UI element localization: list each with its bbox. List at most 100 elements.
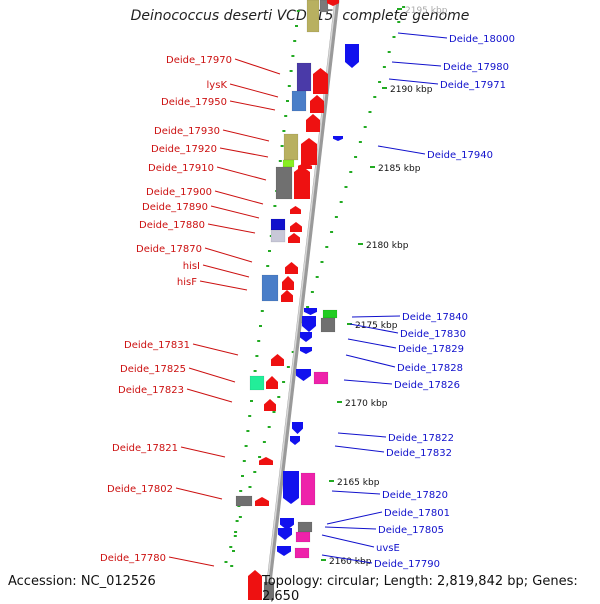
tick-mark bbox=[266, 265, 270, 267]
gene-feature bbox=[296, 62, 312, 92]
tick-mark bbox=[315, 276, 319, 278]
label-leader-line bbox=[391, 61, 442, 67]
tick-major bbox=[329, 480, 334, 482]
gene-forward-arrow bbox=[313, 68, 328, 94]
gene-reverse-arrow bbox=[292, 422, 303, 434]
label-leader-line bbox=[377, 145, 426, 155]
label-leader-line bbox=[343, 379, 393, 385]
left-gene-label: Deide_17950 bbox=[161, 97, 227, 108]
gene-reverse-arrow bbox=[345, 44, 359, 68]
left-gene-label: Deide_17900 bbox=[146, 187, 212, 198]
label-leader-line bbox=[337, 432, 387, 438]
gene-reverse-arrow bbox=[300, 332, 312, 342]
tick-mark bbox=[238, 516, 242, 518]
left-gene-label: Deide_17870 bbox=[136, 244, 202, 255]
label-leader-line bbox=[229, 100, 276, 111]
right-gene-label: uvsE bbox=[376, 543, 400, 554]
tick-mark bbox=[363, 126, 367, 128]
tick-label: 2165 kbp bbox=[337, 478, 380, 488]
label-leader-line bbox=[210, 205, 260, 219]
gene-feature bbox=[282, 159, 295, 168]
right-gene-label: Deide_17820 bbox=[382, 490, 448, 501]
tick-label: 2195 kbp bbox=[405, 6, 448, 16]
gene-reverse-arrow bbox=[280, 518, 294, 530]
label-leader-line bbox=[388, 78, 439, 85]
label-leader-line bbox=[180, 446, 226, 458]
gene-forward-arrow bbox=[294, 166, 310, 199]
gene-forward-arrow bbox=[290, 222, 302, 232]
label-leader-line bbox=[347, 338, 397, 349]
tick-mark bbox=[224, 561, 228, 563]
left-gene-label: Deide_17920 bbox=[151, 144, 217, 155]
gene-forward-arrow bbox=[264, 399, 276, 411]
right-gene-label: Deide_17830 bbox=[400, 329, 466, 340]
label-leader-line bbox=[324, 526, 377, 530]
tick-major bbox=[397, 8, 402, 10]
tick-mark bbox=[334, 216, 338, 218]
tick-mark bbox=[286, 366, 290, 368]
gene-reverse-arrow bbox=[278, 528, 292, 540]
gene-forward-arrow bbox=[285, 262, 298, 274]
gene-reverse-arrow bbox=[283, 471, 299, 504]
gene-forward-arrow bbox=[266, 376, 278, 389]
tick-mark bbox=[382, 66, 386, 68]
label-leader-line bbox=[345, 354, 396, 368]
tick-mark bbox=[295, 25, 298, 27]
map-title: Deinococcus deserti VCD115, complete gen… bbox=[130, 8, 470, 24]
right-gene-label: Deide_17980 bbox=[443, 62, 509, 73]
tick-major bbox=[347, 323, 352, 325]
gene-reverse-arrow bbox=[302, 316, 316, 332]
tick-mark bbox=[260, 310, 264, 312]
left-gene-label: Deide_17825 bbox=[120, 364, 186, 375]
gene-forward-arrow bbox=[301, 138, 317, 165]
tick-mark bbox=[248, 486, 252, 488]
label-leader-line bbox=[188, 367, 236, 383]
tick-mark bbox=[402, 6, 406, 8]
right-gene-label: Deide_18000 bbox=[449, 34, 515, 45]
label-leader-line bbox=[192, 343, 239, 356]
accession-text: Accession: NC_012526 bbox=[8, 574, 156, 589]
tick-mark bbox=[250, 400, 253, 402]
label-leader-line bbox=[202, 264, 250, 278]
left-gene-label: hisI bbox=[183, 261, 200, 272]
left-gene-label: Deide_17823 bbox=[118, 385, 184, 396]
tick-major bbox=[370, 166, 375, 168]
gene-feature bbox=[263, 581, 275, 600]
tick-mark bbox=[246, 430, 250, 432]
gene-feature bbox=[270, 218, 286, 231]
label-leader-line bbox=[214, 190, 264, 205]
tick-mark bbox=[253, 370, 257, 372]
right-gene-label: Deide_17840 bbox=[402, 312, 468, 323]
gene-forward-arrow bbox=[290, 206, 301, 214]
tick-mark bbox=[320, 261, 324, 263]
label-leader-line bbox=[216, 166, 267, 181]
label-leader-line bbox=[199, 280, 248, 291]
label-leader-layer bbox=[168, 32, 448, 567]
tick-mark bbox=[392, 36, 396, 38]
gene-forward-arrow bbox=[248, 570, 262, 600]
label-leader-line bbox=[321, 554, 373, 564]
gene-layer bbox=[235, 0, 359, 600]
tick-major bbox=[321, 559, 326, 561]
tick-mark bbox=[280, 145, 284, 147]
tick-mark bbox=[354, 156, 358, 158]
tick-major bbox=[337, 401, 342, 403]
tick-label: 2160 kbp bbox=[329, 557, 372, 567]
tick-mark bbox=[358, 141, 362, 143]
gene-feature bbox=[294, 547, 310, 559]
tick-mark bbox=[273, 205, 277, 207]
left-gene-label: Deide_17821 bbox=[112, 443, 178, 454]
tick-mark bbox=[291, 55, 295, 57]
gene-feature bbox=[249, 375, 265, 391]
tick-mark bbox=[268, 250, 271, 252]
gene-feature bbox=[291, 90, 307, 112]
gene-forward-arrow bbox=[282, 276, 294, 290]
tick-mark bbox=[330, 231, 334, 233]
tick-mark bbox=[259, 325, 262, 327]
tick-label: 2190 kbp bbox=[390, 85, 433, 95]
tick-mark bbox=[234, 531, 238, 533]
tick-mark bbox=[239, 490, 243, 492]
tick-label: 2175 kbp bbox=[355, 321, 398, 331]
